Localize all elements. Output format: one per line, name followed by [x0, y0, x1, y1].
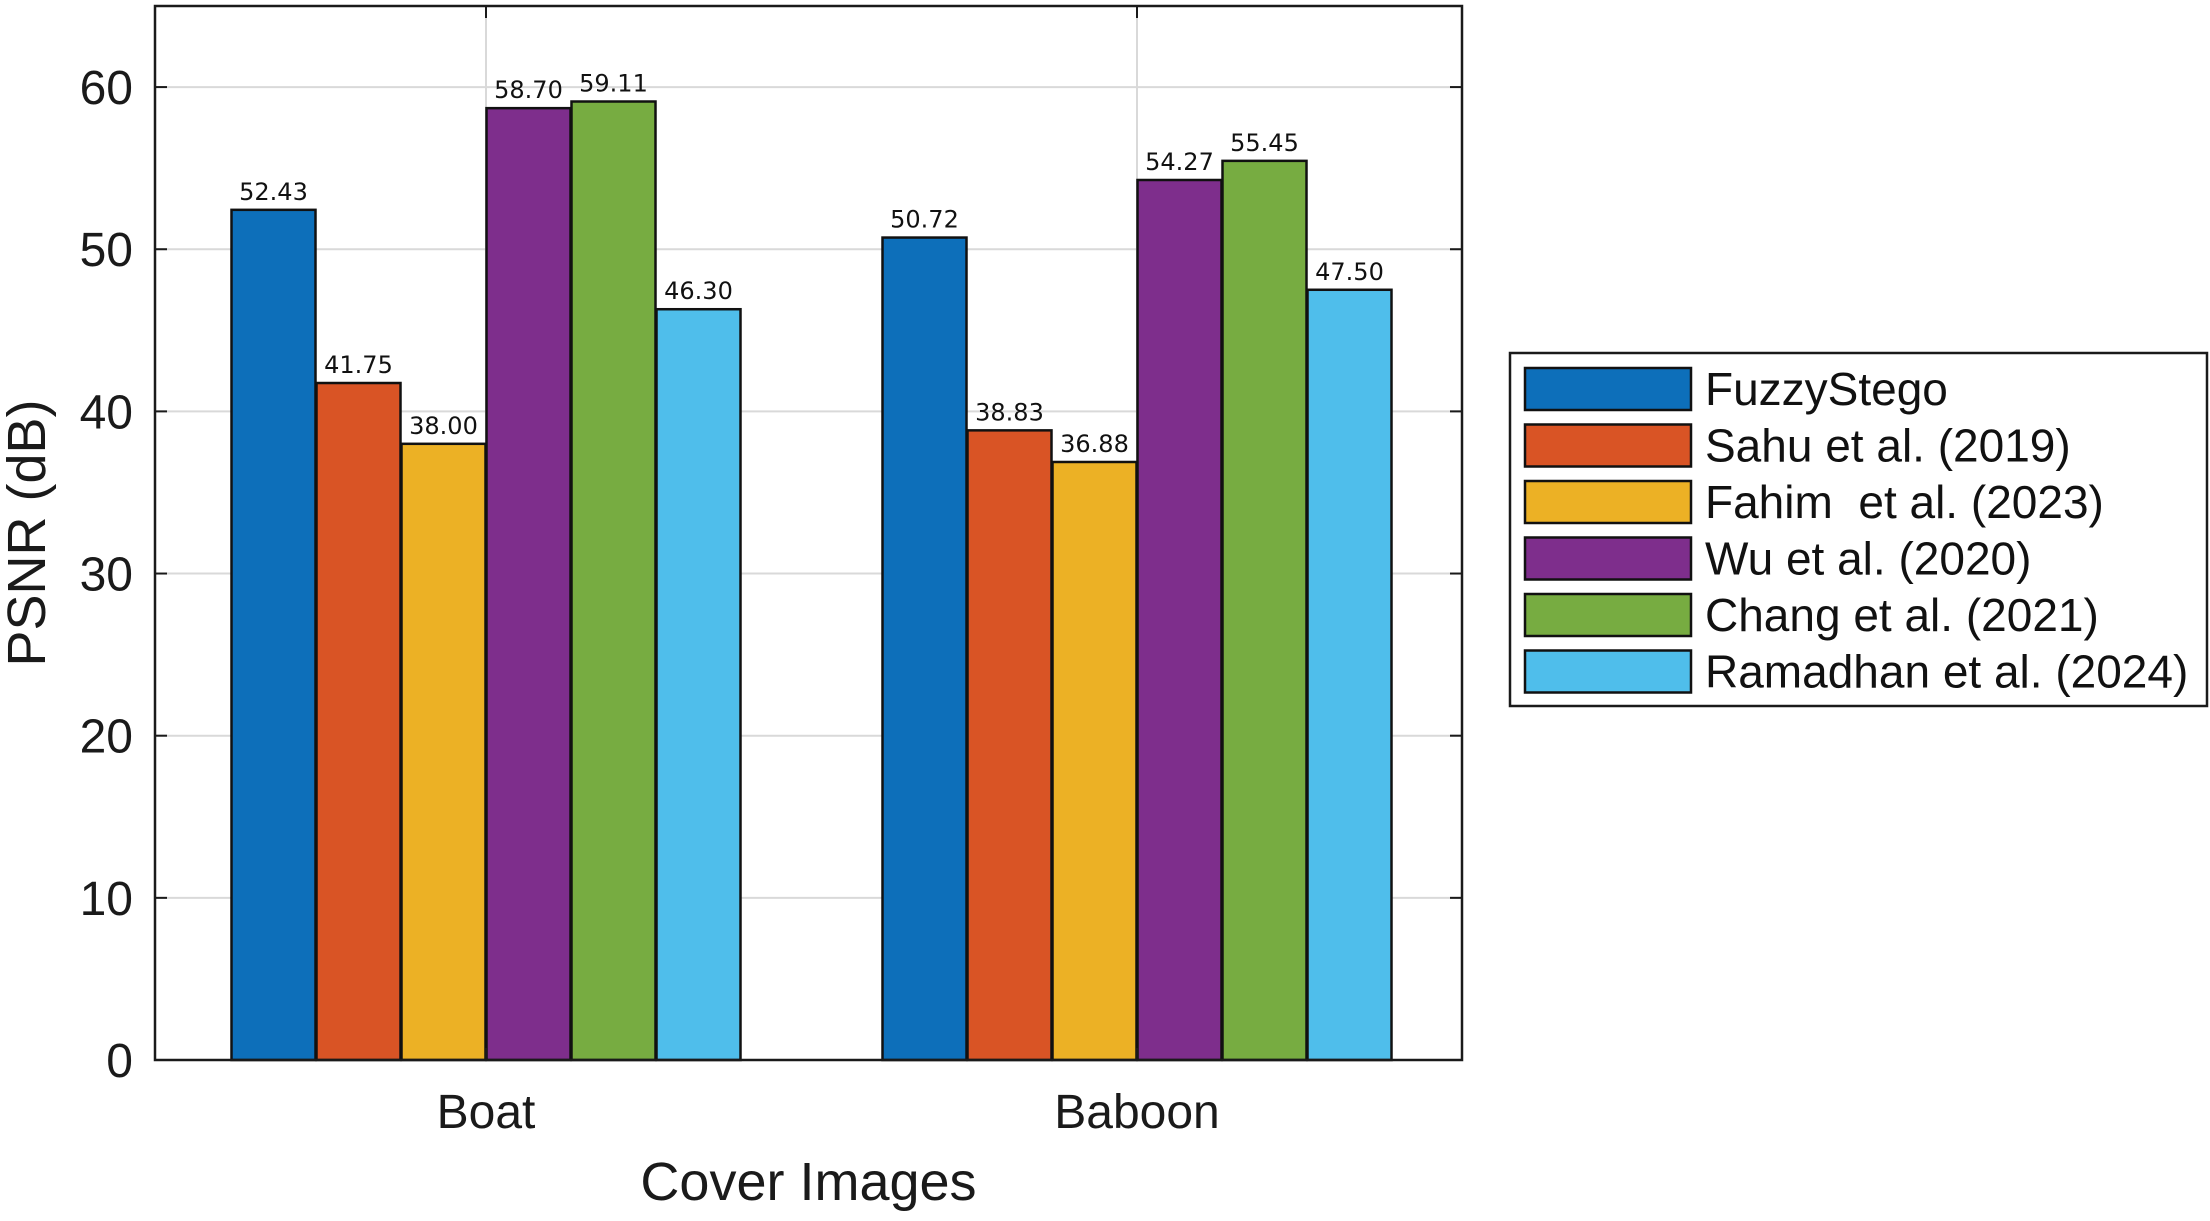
- bar: [1136, 178, 1223, 1062]
- legend-entry-label: Fahim et al. (2023): [1705, 476, 2104, 528]
- legend-entry-label: Wu et al. (2020): [1705, 533, 2031, 585]
- bar: [1306, 288, 1393, 1062]
- legend-swatch: [1523, 536, 1693, 581]
- bars: 52.43 41.75 38.00 58.70 59.11 46.30 50.72 38.83…: [230, 70, 1393, 1062]
- legend-swatch: [1523, 649, 1693, 694]
- bar-value-label: 36.88: [1060, 430, 1129, 458]
- bar-value-label: 55.45: [1230, 129, 1299, 157]
- y-tick-label: 10: [80, 873, 133, 926]
- legend-box: [1508, 351, 2209, 708]
- bar: [230, 208, 317, 1062]
- bar: [315, 381, 402, 1062]
- bar-value-label: 52.43: [239, 178, 308, 206]
- bar-value-label: 41.75: [324, 351, 393, 379]
- bar-value-label: 46.30: [664, 277, 733, 305]
- legend-entry-label: Chang et al. (2021): [1705, 589, 2099, 641]
- bar: [966, 429, 1053, 1062]
- x-tick-label: Baboon: [1054, 1086, 1220, 1139]
- bar: [1221, 159, 1308, 1062]
- bar: [400, 442, 487, 1062]
- bar-value-label: 50.72: [890, 206, 959, 234]
- bar-value-label: 54.27: [1145, 148, 1214, 176]
- y-tick-label: 30: [80, 549, 133, 602]
- axis-ticks: 0 10 20 30 40 50 60 Boat Baboon: [80, 6, 1462, 1139]
- y-tick-label: 20: [80, 711, 133, 764]
- bar: [881, 236, 968, 1062]
- plot-frame: [153, 4, 1464, 1062]
- y-tick-label: 40: [80, 386, 133, 439]
- legend-entry-label: Ramadhan et al. (2024): [1705, 646, 2188, 698]
- y-tick-label: 0: [106, 1035, 133, 1088]
- y-tick-label: 60: [80, 62, 133, 115]
- bar: [485, 106, 572, 1062]
- bar: [655, 307, 742, 1062]
- bar-value-label: 47.50: [1315, 258, 1384, 286]
- legend-swatch: [1523, 592, 1693, 638]
- y-axis-title: PSNR (dB): [0, 399, 57, 666]
- x-tick-label: Boat: [437, 1086, 536, 1139]
- legend-entry-label: Sahu et al. (2019): [1705, 420, 2071, 472]
- bar-value-label: 38.00: [409, 412, 478, 440]
- y-tick-label: 50: [80, 224, 133, 277]
- legend-swatch: [1523, 366, 1693, 412]
- legend-entry-label: FuzzyStego: [1705, 363, 1948, 415]
- legend-swatch: [1523, 479, 1693, 525]
- bar: [1051, 460, 1138, 1062]
- bar: [570, 100, 657, 1062]
- x-axis-title: Cover Images: [640, 1152, 976, 1212]
- bar-value-label: 38.83: [975, 398, 1044, 426]
- bar-value-label: 59.11: [579, 70, 648, 98]
- legend-swatch: [1523, 423, 1693, 468]
- bar-value-label: 58.70: [494, 76, 563, 104]
